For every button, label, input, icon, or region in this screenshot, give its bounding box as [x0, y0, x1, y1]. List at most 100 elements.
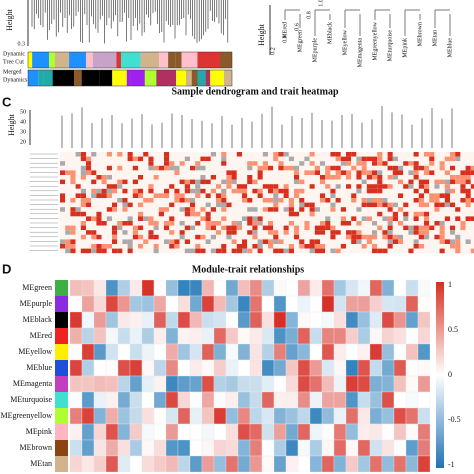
- trait-cell: [80, 225, 86, 231]
- trait-cell: [80, 170, 86, 175]
- trait-cell: [216, 179, 222, 185]
- module-track: [120, 52, 141, 68]
- trait-cell: [200, 175, 206, 180]
- trait-cell: [314, 175, 320, 180]
- trait-cell: [418, 244, 424, 249]
- correlation-cell: [237, 439, 251, 457]
- trait-cell: [91, 170, 97, 175]
- trait-cell: [450, 188, 456, 194]
- trait-cell: [247, 244, 253, 249]
- trait-cell: [122, 207, 128, 212]
- trait-cell: [65, 225, 71, 231]
- leaf-label: MEbrown: [417, 22, 423, 46]
- module-label: MEturquoise: [10, 395, 52, 404]
- trait-cell: [294, 244, 300, 249]
- trait-cell: [320, 193, 326, 198]
- trait-cell: [392, 221, 398, 226]
- trait-cell: [413, 175, 419, 180]
- trait-cell: [366, 152, 372, 157]
- trait-cell: [169, 234, 175, 240]
- trait-cell: [65, 211, 71, 217]
- trait-cell: [112, 175, 118, 180]
- trait-cell: [262, 198, 268, 203]
- trait-cell: [304, 244, 310, 249]
- trait-cell: [262, 244, 268, 249]
- trait-cell: [153, 156, 159, 162]
- correlation-cell: [165, 343, 179, 361]
- correlation-cell: [93, 391, 107, 409]
- trait-cell: [70, 221, 76, 226]
- trait-cell: [325, 165, 331, 171]
- trait-cell: [169, 161, 175, 166]
- trait-cell: [242, 198, 248, 203]
- trait-cell: [403, 165, 409, 171]
- trait-cell: [429, 161, 435, 166]
- trait-cell: [366, 230, 372, 235]
- trait-cell: [200, 161, 206, 166]
- trait-cell: [314, 184, 320, 189]
- trait-cell: [117, 216, 123, 221]
- trait-cell: [184, 184, 190, 189]
- correlation-cell: [213, 295, 227, 313]
- trait-cell: [75, 165, 81, 171]
- trait-cell: [70, 239, 76, 244]
- trait-cell: [86, 175, 92, 180]
- trait-cell: [382, 207, 388, 212]
- trait-cell: [216, 161, 222, 166]
- trait-cell: [106, 239, 112, 244]
- trait-cell: [273, 239, 279, 244]
- trait-cell: [91, 248, 97, 254]
- trait-cell: [184, 225, 190, 231]
- trait-cell: [398, 211, 404, 217]
- trait-cell: [96, 170, 102, 175]
- correlation-cell: [105, 327, 119, 345]
- trait-cell: [434, 211, 440, 217]
- trait-cell: [122, 221, 128, 226]
- trait-cell: [387, 175, 393, 180]
- trait-cell: [190, 248, 196, 254]
- correlation-cell: [405, 295, 419, 313]
- trait-cell: [429, 244, 435, 249]
- trait-cell: [273, 165, 279, 171]
- correlation-cell: [141, 279, 155, 297]
- trait-cell: [444, 170, 450, 175]
- trait-cell: [65, 179, 71, 185]
- trait-cell: [299, 230, 305, 235]
- trait-cell: [86, 165, 92, 171]
- trait-cell: [340, 161, 346, 166]
- trait-cell: [153, 170, 159, 175]
- track-label: Dynamic: [3, 51, 25, 57]
- trait-cell: [195, 175, 201, 180]
- correlation-cell: [333, 375, 347, 393]
- trait-cell: [117, 248, 123, 254]
- correlation-cell: [189, 295, 203, 313]
- trait-cell: [314, 244, 320, 249]
- trait-cell: [164, 165, 170, 171]
- trait-cell: [195, 202, 201, 208]
- trait-cell: [335, 221, 341, 226]
- module-label: MEyellow: [18, 347, 52, 356]
- trait-cell: [60, 211, 66, 217]
- trait-cell: [65, 221, 71, 226]
- trait-cell: [392, 216, 398, 221]
- trait-cell: [231, 230, 237, 235]
- correlation-cell: [261, 327, 275, 345]
- trait-cell: [325, 175, 331, 180]
- module-track: [205, 70, 211, 86]
- trait-cell: [283, 170, 289, 175]
- trait-cell: [392, 165, 398, 171]
- trait-cell: [242, 207, 248, 212]
- trait-cell: [231, 170, 237, 175]
- trait-cell: [309, 156, 315, 162]
- trait-cell: [450, 221, 456, 226]
- leaf-label: MEturquoise: [387, 30, 393, 62]
- trait-cell: [408, 216, 414, 221]
- correlation-cell: [213, 279, 227, 297]
- trait-cell: [86, 184, 92, 189]
- trait-cell: [190, 234, 196, 240]
- trait-cell: [205, 248, 211, 254]
- correlation-cell: [81, 327, 95, 345]
- correlation-cell: [393, 279, 407, 297]
- trait-cell: [387, 193, 393, 198]
- correlation-cell: [165, 423, 179, 441]
